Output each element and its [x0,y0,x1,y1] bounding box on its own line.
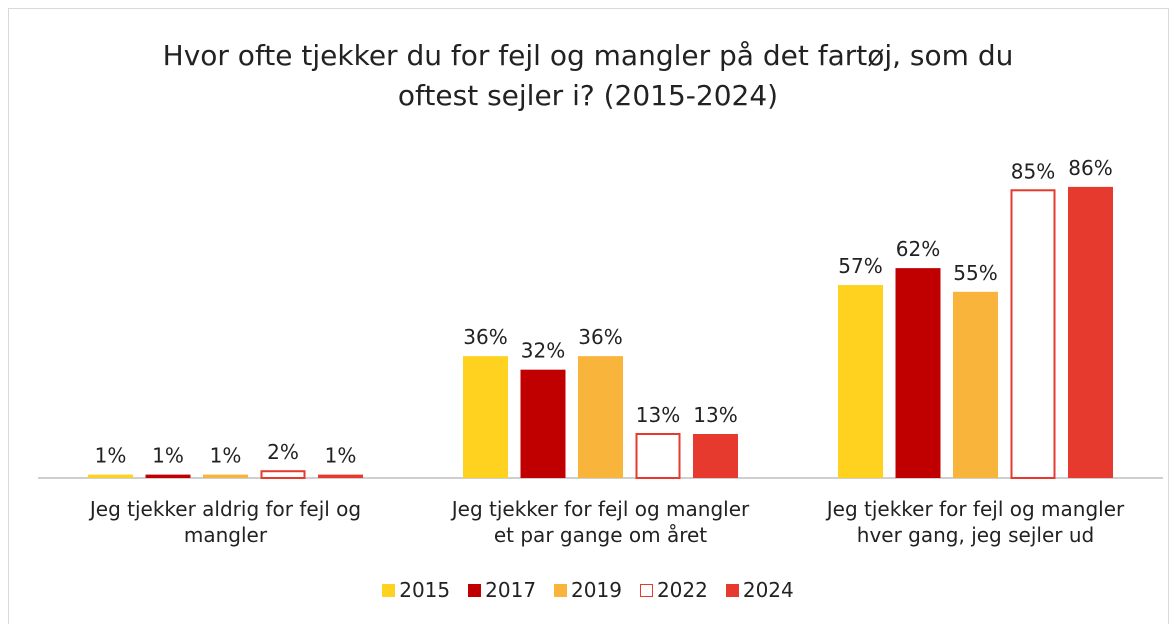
value-label: 36% [578,325,622,349]
bar [635,432,681,479]
bar [145,474,191,478]
x-tick-label: Jeg tjekker for fejl og mangler hver gan… [826,497,1125,547]
legend-swatch [468,583,482,597]
value-label: 1% [210,444,242,468]
value-label: 13% [636,403,680,427]
legend-label: 2022 [656,578,708,602]
bar [463,356,508,478]
legend-swatch [382,583,396,597]
bar [1010,189,1056,479]
value-label: 62% [896,237,940,261]
value-label: 36% [463,325,507,349]
value-label: 55% [953,261,997,285]
x-tick-label: Jeg tjekker for fejl og mangler et par g… [451,497,750,547]
legend-label: 2017 [485,578,537,602]
legend-label: 2024 [742,578,794,602]
legend-item: 2019 [554,578,622,602]
legend-swatch [725,583,739,597]
value-label: 1% [95,444,127,468]
bar [318,474,363,478]
bar [1068,186,1113,478]
chart-title: Hvor ofte tjekker du for fejl og mangler… [162,39,1014,112]
bar [520,369,566,478]
value-label: 86% [1068,156,1112,180]
bar [838,285,883,478]
legend-swatch [639,583,653,597]
legend-label: 2019 [571,578,622,602]
value-label: 1% [325,444,357,468]
legend: 2015 2017 2019 2022 2024 [0,578,1176,602]
bar [693,433,738,478]
value-label: 1% [152,444,184,468]
legend-item: 2017 [468,578,536,602]
chart-border [8,8,1169,624]
legend-item: 2022 [639,578,708,602]
bar [895,268,941,478]
legend-label: 2015 [399,578,451,602]
x-tick-label: Jeg tjekker aldrig for fejl og mangler [89,497,362,547]
value-label: 13% [693,403,737,427]
bar [203,474,248,478]
value-label: 85% [1011,159,1055,183]
value-label: 2% [267,440,299,464]
legend-item: 2015 [382,578,450,602]
bar [260,470,306,480]
bar [88,474,133,478]
bar [953,291,998,478]
value-label: 57% [838,254,882,278]
bar [578,356,623,478]
value-label: 32% [521,339,565,363]
legend-swatch [554,583,568,597]
legend-item: 2024 [725,578,794,602]
